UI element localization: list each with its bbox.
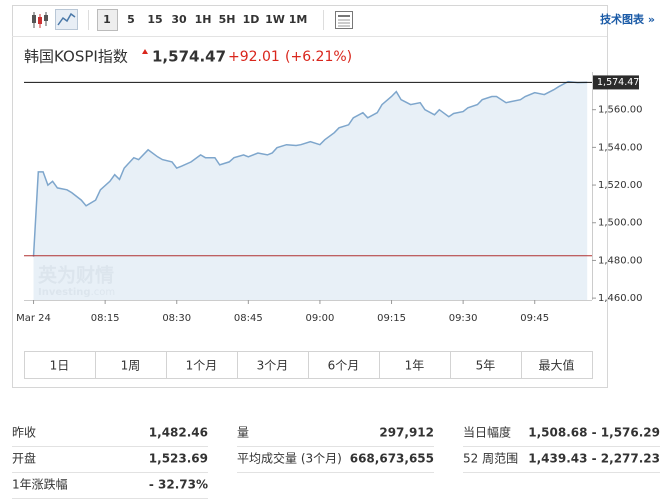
index-name: 韩国KOSPI指数 — [24, 48, 128, 66]
interval-button[interactable]: 5 — [127, 13, 135, 26]
range-button[interactable]: 5年 — [476, 359, 496, 373]
range-button-box[interactable] — [166, 351, 238, 379]
stat-value: 1,482.46 — [149, 426, 208, 440]
stats-table: 昨收 1,482.46 量 297,912 当日幅度 1,508.68 - 1,576.2… — [12, 425, 660, 499]
table-icon[interactable] — [335, 11, 353, 29]
stat-value: 1,508.68 - 1,576.29 — [528, 426, 660, 440]
stat-label: 52 周范围 — [463, 452, 518, 466]
interval-button[interactable]: 1W — [265, 13, 285, 26]
interval-button[interactable]: 15 — [147, 13, 162, 26]
stat-label: 昨收 — [12, 426, 36, 440]
interval-button[interactable]: 5H — [219, 13, 236, 26]
range-button-box[interactable] — [308, 351, 380, 379]
plot: 英为财情Investing.com1,574.471,460.001,480.0… — [16, 72, 643, 324]
range-button[interactable]: 1个月 — [186, 359, 218, 373]
y-tick-label: 1,560.00 — [598, 105, 643, 116]
last-price-label: 1,574.47 — [597, 77, 639, 88]
technical-chart-link[interactable]: 技术图表 » — [600, 12, 655, 26]
change-percent: (+6.21%) — [285, 49, 352, 65]
candle-icon[interactable] — [32, 12, 48, 28]
area-icon[interactable] — [55, 9, 78, 30]
x-tick-label: Mar 24 — [16, 313, 51, 324]
range-button[interactable]: 1日 — [50, 359, 70, 373]
range-button[interactable]: 1周 — [121, 359, 141, 373]
price-line — [32, 80, 588, 257]
range-button-box[interactable] — [379, 351, 451, 379]
y-tick-label: 1,520.00 — [598, 180, 643, 191]
stat-value: 297,912 — [379, 426, 434, 440]
stat-label: 当日幅度 — [463, 425, 511, 440]
stat-value: 1,439.43 - 2,277.23 — [528, 452, 660, 466]
stat-label: 平均成交量 (3个月) — [237, 451, 342, 466]
range-button-box[interactable] — [24, 351, 96, 379]
range-button-box[interactable] — [95, 351, 167, 379]
y-tick-label: 1,540.00 — [598, 142, 643, 153]
selected-interval — [97, 9, 118, 31]
x-tick-label: 09:30 — [449, 313, 478, 324]
range-button-box[interactable] — [237, 351, 309, 379]
x-tick-label: 09:45 — [520, 313, 549, 324]
range-button-box[interactable] — [521, 351, 593, 379]
range-button-box[interactable] — [450, 351, 522, 379]
y-tick-label: 1,480.00 — [598, 255, 643, 266]
x-tick-label: 09:00 — [306, 313, 335, 324]
x-tick-label: 08:45 — [234, 313, 263, 324]
stat-label: 1年涨跌幅 — [12, 477, 68, 492]
interval-button[interactable]: 1D — [243, 13, 260, 26]
y-tick-label: 1,460.00 — [598, 293, 643, 304]
stat-label: 开盘 — [12, 451, 36, 466]
x-tick-label: 08:30 — [162, 313, 191, 324]
range-button[interactable]: 3个月 — [257, 359, 289, 373]
stat-value: 668,673,655 — [350, 452, 434, 466]
price-area — [33, 81, 588, 300]
range-button[interactable]: 最大值 — [538, 358, 574, 373]
y-tick-label: 1,500.00 — [598, 218, 643, 229]
stat-value: - 32.73% — [149, 478, 208, 492]
range-button[interactable]: 6个月 — [328, 359, 360, 373]
range-button[interactable]: 1年 — [405, 359, 425, 373]
stat-label: 量 — [237, 426, 249, 440]
interval-button[interactable]: 1H — [195, 13, 212, 26]
last-price-box — [593, 75, 639, 90]
up-arrow — [142, 49, 148, 54]
range-buttons: 1日 1周 1个月 3个月 6个月 1年 5年 最大值 — [24, 351, 593, 379]
interval-button[interactable]: 30 — [171, 13, 187, 26]
change: +92.01 — [228, 49, 280, 65]
x-tick-label: 09:15 — [377, 313, 406, 324]
interval-button[interactable]: 1 — [103, 13, 111, 26]
x-tick-label: 08:15 — [91, 313, 120, 324]
stat-value: 1,523.69 — [149, 452, 208, 466]
price: 1,574.47 — [152, 48, 226, 66]
interval-button[interactable]: 1M — [289, 13, 308, 26]
